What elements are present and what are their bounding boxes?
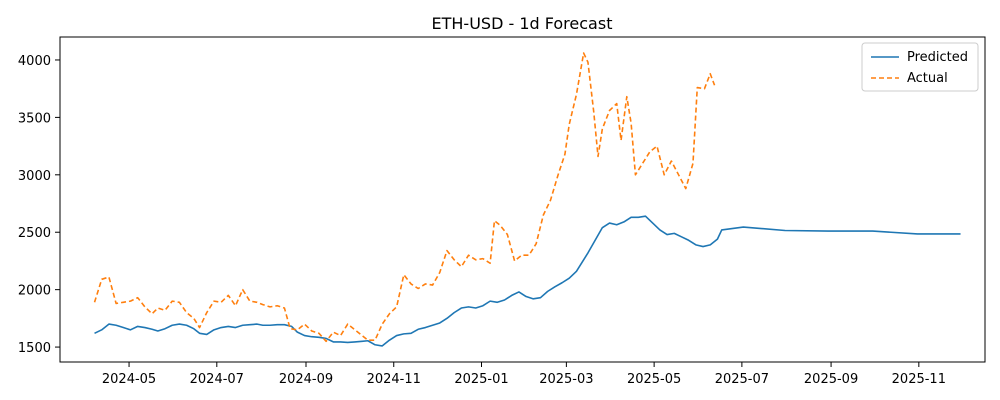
y-tick-label: 3500 (18, 111, 51, 126)
x-tick-label: 2025-07 (715, 372, 769, 387)
x-tick-label: 2024-09 (279, 372, 333, 387)
axes-frame (59, 36, 986, 363)
x-tick-label: 2025-09 (804, 372, 858, 387)
series-line-predicted (94, 215, 961, 347)
chart-title: ETH-USD - 1d Forecast (432, 14, 613, 33)
y-tick-label: 1500 (18, 341, 51, 356)
y-tick-label: 2500 (18, 226, 51, 241)
x-tick-label: 2025-11 (892, 372, 946, 387)
plot-border (59, 36, 986, 363)
x-tick-label: 2024-11 (367, 372, 421, 387)
legend-label-actual: Actual (907, 71, 948, 86)
x-axis: 2024-05 2024-07 2024-09 2024-11 2025-01 2025-… (102, 362, 946, 387)
legend: Predicted Actual (861, 42, 979, 92)
x-tick-label: 2025-01 (454, 372, 508, 387)
y-axis: 1500 2000 2500 3000 3500 4000 (18, 54, 60, 356)
legend-label-predicted: Predicted (907, 50, 968, 65)
y-tick-label: 4000 (18, 54, 51, 69)
x-tick-label: 2025-05 (627, 372, 681, 387)
legend-box (861, 42, 979, 92)
y-tick-label: 2000 (18, 284, 51, 299)
y-tick-label: 3000 (18, 169, 51, 184)
x-tick-label: 2025-03 (539, 372, 593, 387)
x-tick-label: 2024-07 (190, 372, 244, 387)
plot-content (93, 52, 961, 347)
x-tick-label: 2024-05 (102, 372, 156, 387)
